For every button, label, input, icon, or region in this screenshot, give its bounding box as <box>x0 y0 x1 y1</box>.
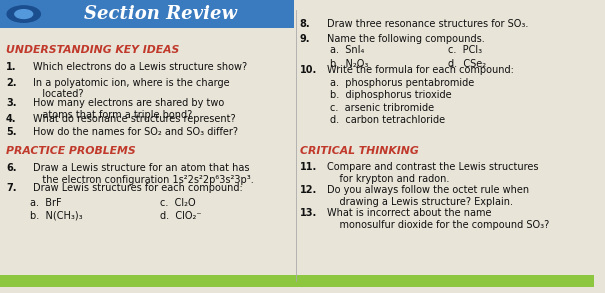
Text: c.  PCl₃: c. PCl₃ <box>448 45 482 55</box>
Text: How many electrons are shared by two
   atoms that form a triple bond?: How many electrons are shared by two ato… <box>33 98 224 120</box>
Text: 10.: 10. <box>300 65 317 75</box>
Text: What do resonance structures represent?: What do resonance structures represent? <box>33 114 235 124</box>
Text: b.  diphosphorus trioxide: b. diphosphorus trioxide <box>330 90 451 100</box>
Text: Which electrons do a Lewis structure show?: Which electrons do a Lewis structure sho… <box>33 62 247 71</box>
Text: Do you always follow the octet rule when
    drawing a Lewis structure? Explain.: Do you always follow the octet rule when… <box>327 185 529 207</box>
Text: Section Review: Section Review <box>84 5 237 23</box>
Text: d.  ClO₂⁻: d. ClO₂⁻ <box>160 211 202 221</box>
Text: 9.: 9. <box>300 34 310 44</box>
Text: a.  SnI₄: a. SnI₄ <box>330 45 364 55</box>
Text: 5.: 5. <box>6 127 16 137</box>
FancyBboxPatch shape <box>0 0 294 28</box>
Text: Write the formula for each compound:: Write the formula for each compound: <box>327 65 514 75</box>
Text: a.  phosphorus pentabromide: a. phosphorus pentabromide <box>330 78 474 88</box>
Text: 4.: 4. <box>6 114 16 124</box>
Text: UNDERSTANDING KEY IDEAS: UNDERSTANDING KEY IDEAS <box>6 45 179 55</box>
Text: Name the following compounds.: Name the following compounds. <box>327 34 485 44</box>
Text: c.  arsenic tribromide: c. arsenic tribromide <box>330 103 434 113</box>
Text: d.  carbon tetrachloride: d. carbon tetrachloride <box>330 115 445 125</box>
Text: CRITICAL THINKING: CRITICAL THINKING <box>300 146 419 156</box>
Text: b.  N(CH₃)₃: b. N(CH₃)₃ <box>30 211 82 221</box>
Text: In a polyatomic ion, where is the charge
   located?: In a polyatomic ion, where is the charge… <box>33 78 229 99</box>
Text: d.  CSe₂: d. CSe₂ <box>448 59 486 69</box>
Text: Compare and contrast the Lewis structures
    for krypton and radon.: Compare and contrast the Lewis structure… <box>327 162 538 184</box>
Circle shape <box>15 10 33 18</box>
Text: How do the names for SO₂ and SO₃ differ?: How do the names for SO₂ and SO₃ differ? <box>33 127 238 137</box>
Text: Draw a Lewis structure for an atom that has
   the electron configuration 1s²2s²: Draw a Lewis structure for an atom that … <box>33 163 253 185</box>
Text: What is incorrect about the name
    monosulfur dioxide for the compound SO₃?: What is incorrect about the name monosul… <box>327 208 549 230</box>
Text: 12.: 12. <box>300 185 317 195</box>
Text: a.  BrF: a. BrF <box>30 198 61 208</box>
Text: b.  N₂O₃: b. N₂O₃ <box>330 59 368 69</box>
Text: 3.: 3. <box>6 98 16 108</box>
Text: 13.: 13. <box>300 208 317 218</box>
Text: 8.: 8. <box>300 19 310 29</box>
Text: c.  Cl₂O: c. Cl₂O <box>160 198 196 208</box>
Text: Draw three resonance structures for SO₃.: Draw three resonance structures for SO₃. <box>327 19 528 29</box>
FancyBboxPatch shape <box>0 275 594 287</box>
Text: 6.: 6. <box>6 163 16 173</box>
Text: PRACTICE PROBLEMS: PRACTICE PROBLEMS <box>6 146 136 156</box>
Text: 7.: 7. <box>6 183 16 193</box>
Text: Draw Lewis structures for each compound:: Draw Lewis structures for each compound: <box>33 183 243 193</box>
Text: 1.: 1. <box>6 62 16 71</box>
Text: 2.: 2. <box>6 78 16 88</box>
Circle shape <box>7 6 41 22</box>
Text: 11.: 11. <box>300 162 317 172</box>
